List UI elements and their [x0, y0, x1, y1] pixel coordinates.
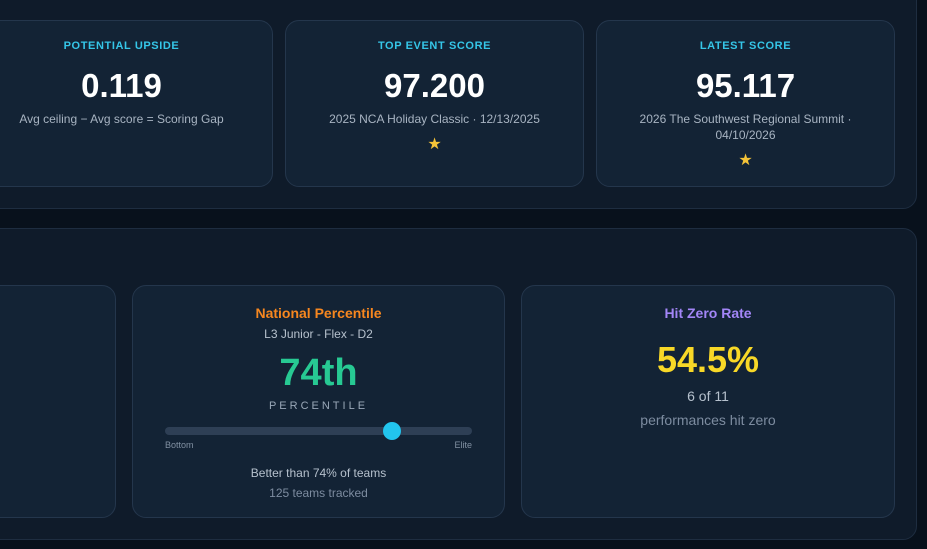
latest-score-label: LATEST SCORE	[699, 40, 792, 52]
track-low-label: Bottom	[165, 440, 194, 450]
better-than-text: Better than 74% of teams	[250, 466, 387, 480]
teams-tracked-text: 125 teams tracked	[269, 486, 368, 500]
top-event-score-label: TOP EVENT SCORE	[377, 40, 492, 52]
percentile-marker	[383, 422, 402, 440]
potential-upside-card: POTENTIAL UPSIDE 0.119 Avg ceiling − Avg…	[0, 20, 273, 187]
percentile-caption: PERCENTILE	[268, 400, 369, 412]
latest-score-value: 95.117	[695, 67, 796, 104]
track-high-label: Elite	[454, 440, 472, 450]
top-event-score-subtext: 2025 NCA Holiday Classic · 12/13/2025	[329, 112, 540, 126]
latest-score-subtext: 2026 The Southwest Regional Summit · 04/…	[639, 112, 852, 142]
star-icon: ★	[427, 136, 442, 153]
division-label: L3 Junior - Flex - D2	[264, 327, 373, 341]
hit-zero-card: Hit Zero Rate 54.5% 6 of 11 performances…	[521, 285, 895, 518]
potential-upside-value: 0.119	[81, 67, 162, 104]
hit-zero-value: 54.5%	[656, 339, 760, 380]
hit-zero-count: 6 of 11	[687, 388, 729, 404]
percentile-value: 74th	[279, 352, 358, 394]
hit-zero-title: Hit Zero Rate	[664, 305, 752, 321]
top-event-score-value: 97.200	[384, 67, 485, 104]
potential-upside-subtext: Avg ceiling − Avg score = Scoring Gap	[19, 112, 224, 126]
potential-upside-label: POTENTIAL UPSIDE	[63, 40, 180, 52]
star-icon: ★	[738, 152, 753, 169]
hit-zero-note: performances hit zero	[640, 412, 776, 428]
national-percentile-card: National Percentile L3 Junior - Flex - D…	[132, 285, 505, 518]
partial-stat-card	[0, 285, 116, 518]
percentile-track	[165, 422, 472, 440]
national-percentile-title: National Percentile	[255, 305, 382, 321]
latest-score-card: LATEST SCORE 95.117 2026 The Southwest R…	[596, 20, 895, 187]
top-event-score-card: TOP EVENT SCORE 97.200 2025 NCA Holiday …	[285, 20, 584, 187]
